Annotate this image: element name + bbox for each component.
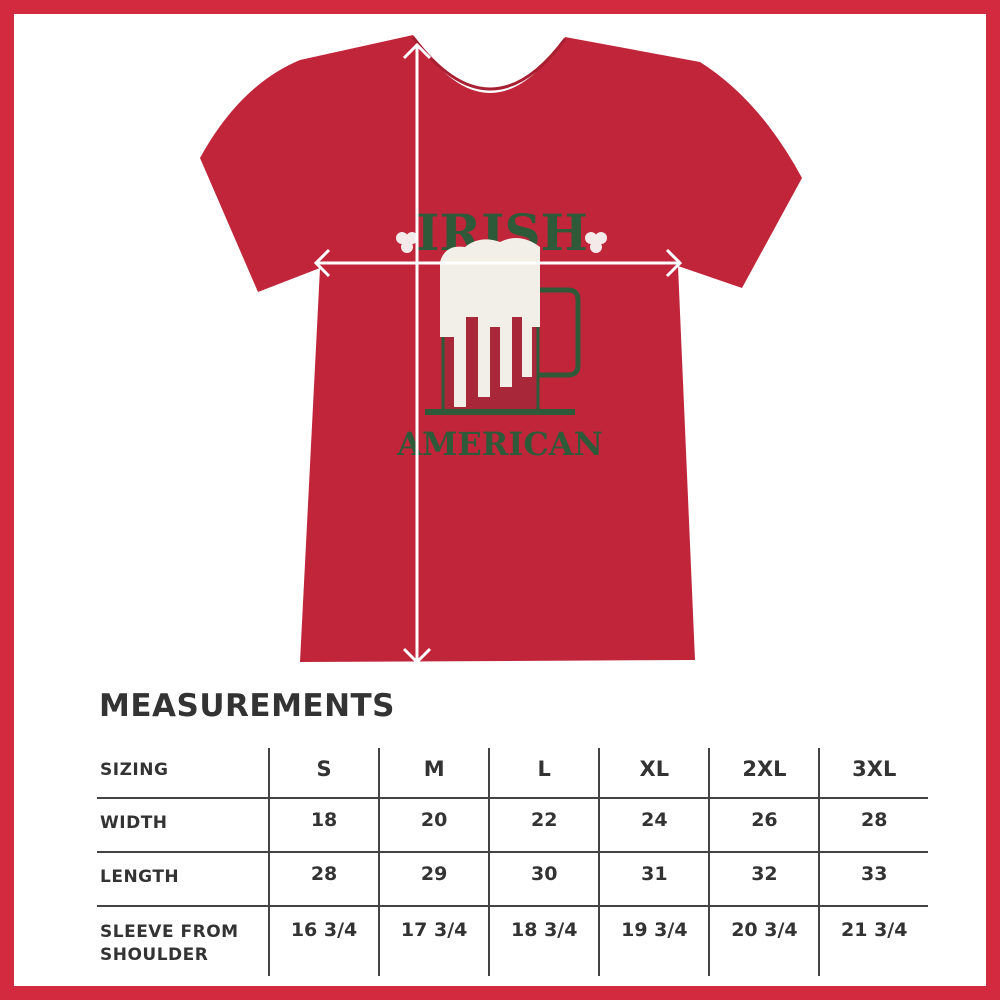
size-header: M (378, 748, 490, 798)
beer-mug-graphic (425, 238, 581, 415)
length-arrow (402, 42, 432, 665)
cell: 33 (818, 851, 928, 906)
table-row-length: LENGTH 28 29 30 31 32 33 (97, 851, 928, 906)
cell: 24 (598, 797, 710, 852)
cell: 31 (598, 851, 710, 906)
cell: 19 3/4 (598, 905, 710, 976)
cell: 18 (267, 797, 380, 852)
cell: 28 (267, 851, 380, 906)
cell: 30 (488, 851, 600, 906)
collar (411, 36, 567, 91)
cell: 17 3/4 (378, 905, 490, 976)
row-label-line: SLEEVE FROM (100, 922, 239, 942)
cell: 28 (818, 797, 928, 852)
row-label: LENGTH (97, 851, 269, 906)
row-label-line: SHOULDER (100, 945, 209, 965)
table-row-header: SIZING S M L XL 2XL 3XL (97, 748, 928, 798)
cell: 21 3/4 (818, 905, 928, 976)
shamrock-icon (396, 232, 607, 253)
cell: 16 3/4 (267, 905, 380, 976)
size-header: XL (598, 748, 710, 798)
table-row-width: WIDTH 18 20 22 24 26 28 (97, 797, 928, 852)
size-header: S (267, 748, 380, 798)
measurements-title: MEASUREMENTS (99, 688, 396, 724)
size-header: L (488, 748, 600, 798)
row-label: WIDTH (97, 797, 269, 852)
cell: 26 (708, 797, 820, 852)
cell: 29 (378, 851, 490, 906)
width-arrow (313, 248, 683, 278)
cell: 20 (378, 797, 490, 852)
row-label: SIZING (100, 760, 169, 780)
table-row-sleeve: SLEEVE FROM SHOULDER 16 3/4 17 3/4 18 3/4… (97, 905, 928, 976)
tshirt-image: IRISH AMERICAN (200, 35, 802, 665)
cell: 20 3/4 (708, 905, 820, 976)
row-label: SLEEVE FROM SHOULDER (97, 905, 269, 976)
size-header: 2XL (708, 748, 820, 798)
cell: 18 3/4 (488, 905, 600, 976)
size-chart-table: SIZING S M L XL 2XL 3XL WIDTH 18 20 22 2… (97, 748, 928, 976)
cell: 22 (488, 797, 600, 852)
cell: 32 (708, 851, 820, 906)
print-bottom-text: AMERICAN (396, 425, 603, 463)
size-header: 3XL (818, 748, 928, 798)
